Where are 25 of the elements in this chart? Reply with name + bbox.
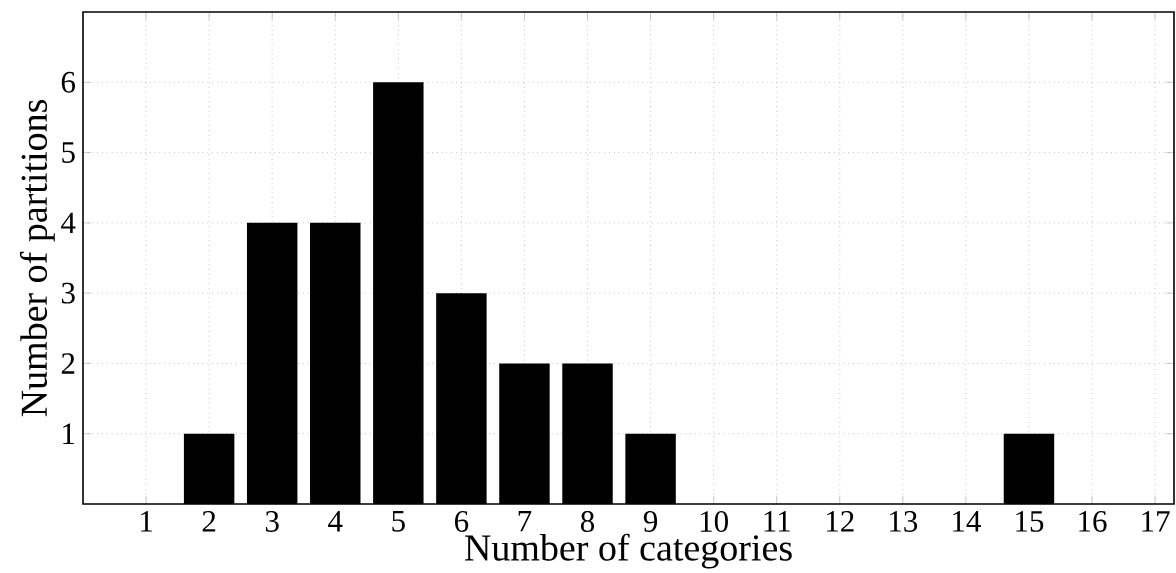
x-tick-label: 11 [764,511,790,532]
x-tick-label: 17 [1142,511,1170,532]
x-tick-label: 6 [454,511,469,532]
x-tick-label: 5 [392,511,405,532]
x-tick-label: 15 [1016,511,1044,532]
x-tick-label: 3 [265,511,279,532]
x-tick-label: 14 [953,511,981,532]
x-tick-label: 10 [700,511,728,532]
y-tick-label: 2 [61,353,75,374]
x-axis-title: Number of categories [465,533,792,569]
x-tick-label: 1 [141,511,152,532]
y-tick-label: 4 [61,212,76,234]
x-tick-label: 16 [1079,511,1107,532]
x-tick-label: 13 [890,511,918,532]
x-tick-label: 9 [643,511,658,532]
y-axis-title: Number of partitions [19,100,55,417]
y-tick-label: 3 [61,282,75,304]
x-tick-label: 2 [202,511,216,532]
x-tick-label: 7 [518,511,532,532]
x-tick-label: 8 [580,511,595,532]
x-tick-label: 4 [328,511,343,532]
x-tick-label: 12 [826,511,854,532]
y-tick-label: 1 [63,423,75,444]
y-tick-label: 5 [62,142,75,163]
y-tick-label: 6 [61,71,76,93]
